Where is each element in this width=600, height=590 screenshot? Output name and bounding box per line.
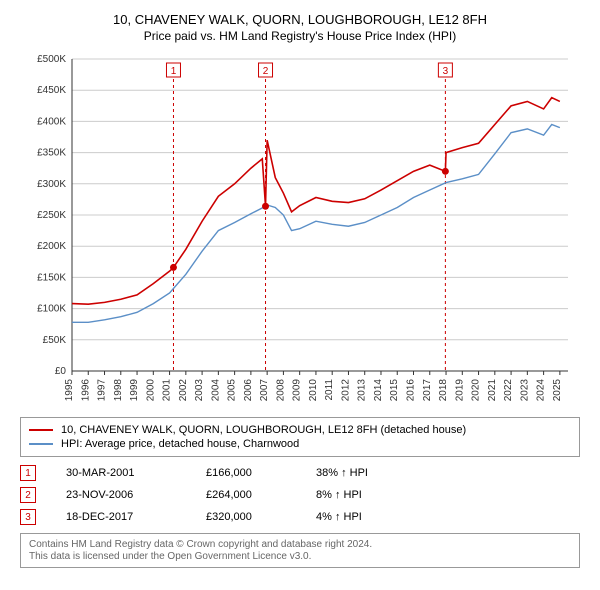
transaction-date: 18-DEC-2017 [66,511,176,523]
chart-title: 10, CHAVENEY WALK, QUORN, LOUGHBOROUGH, … [10,12,590,27]
svg-text:2023: 2023 [519,379,530,402]
svg-text:£150K: £150K [37,272,66,283]
svg-text:2014: 2014 [373,379,384,402]
transaction-row: 2 23-NOV-2006 £264,000 8% ↑ HPI [20,487,580,503]
svg-text:2006: 2006 [243,379,254,402]
transaction-price: £264,000 [206,489,286,501]
svg-text:2015: 2015 [389,379,400,402]
chart-subtitle: Price paid vs. HM Land Registry's House … [10,29,590,43]
svg-text:2021: 2021 [487,379,498,402]
transaction-pct: 8% ↑ HPI [316,489,416,501]
svg-text:£0: £0 [55,366,67,377]
chart-area: £0 £50K £100K £150K £200K £250K £300K £350K £400… [20,51,580,411]
svg-text:£450K: £450K [37,85,66,96]
svg-text:2005: 2005 [227,379,238,402]
footer-attribution: Contains HM Land Registry data © Crown c… [20,533,580,568]
svg-text:2010: 2010 [308,379,319,402]
legend-item: HPI: Average price, detached house, Char… [29,438,571,450]
svg-text:2009: 2009 [292,379,303,402]
svg-text:1995: 1995 [64,379,75,402]
svg-text:2: 2 [263,66,269,77]
legend-label: HPI: Average price, detached house, Char… [61,438,299,450]
svg-text:1998: 1998 [113,379,124,402]
transaction-row: 1 30-MAR-2001 £166,000 38% ↑ HPI [20,465,580,481]
svg-text:2000: 2000 [145,379,156,402]
transaction-row: 3 18-DEC-2017 £320,000 4% ↑ HPI [20,509,580,525]
svg-text:2011: 2011 [324,379,335,401]
svg-text:2016: 2016 [406,379,417,402]
svg-text:1996: 1996 [80,379,91,402]
svg-text:£250K: £250K [37,210,66,221]
svg-text:£500K: £500K [37,54,66,65]
svg-text:£350K: £350K [37,148,66,159]
line-chart-svg: £0 £50K £100K £150K £200K £250K £300K £350K £400… [20,51,580,411]
svg-text:1: 1 [171,66,177,77]
svg-text:£200K: £200K [37,241,66,252]
svg-text:2022: 2022 [503,379,514,402]
transaction-date: 30-MAR-2001 [66,467,176,479]
svg-text:2024: 2024 [536,379,547,402]
svg-text:2020: 2020 [471,379,482,402]
footer-line-2: This data is licensed under the Open Gov… [29,551,571,562]
svg-text:2013: 2013 [357,379,368,402]
svg-text:2004: 2004 [210,379,221,402]
svg-text:2018: 2018 [438,379,449,402]
svg-text:1997: 1997 [97,379,108,402]
transaction-price: £166,000 [206,467,286,479]
transaction-date: 23-NOV-2006 [66,489,176,501]
svg-text:£100K: £100K [37,304,66,315]
footer-line-1: Contains HM Land Registry data © Crown c… [29,539,571,550]
transaction-marker-number: 1 [20,465,36,481]
svg-text:2025: 2025 [552,379,563,402]
legend-swatch [29,443,53,445]
svg-text:2007: 2007 [259,379,270,402]
svg-text:1999: 1999 [129,379,140,402]
legend-swatch [29,429,53,431]
transaction-marker-number: 3 [20,509,36,525]
transaction-pct: 4% ↑ HPI [316,511,416,523]
svg-text:2003: 2003 [194,379,205,402]
legend-item: 10, CHAVENEY WALK, QUORN, LOUGHBOROUGH, … [29,424,571,436]
svg-text:£400K: £400K [37,116,66,127]
svg-text:£50K: £50K [43,335,67,346]
svg-text:2001: 2001 [162,379,173,402]
transaction-pct: 38% ↑ HPI [316,467,416,479]
legend-label: 10, CHAVENEY WALK, QUORN, LOUGHBOROUGH, … [61,424,466,436]
svg-text:2017: 2017 [422,379,433,402]
transaction-marker-number: 2 [20,487,36,503]
svg-text:3: 3 [443,66,449,77]
legend-box: 10, CHAVENEY WALK, QUORN, LOUGHBOROUGH, … [20,417,580,457]
transaction-price: £320,000 [206,511,286,523]
svg-text:2019: 2019 [454,379,465,402]
svg-text:2008: 2008 [275,379,286,402]
svg-text:£300K: £300K [37,179,66,190]
transactions-table: 130-MAR-2001£166,00038% ↑ HPI223-NOV-200… [20,465,580,525]
svg-text:2012: 2012 [340,379,351,402]
svg-text:2002: 2002 [178,379,189,402]
